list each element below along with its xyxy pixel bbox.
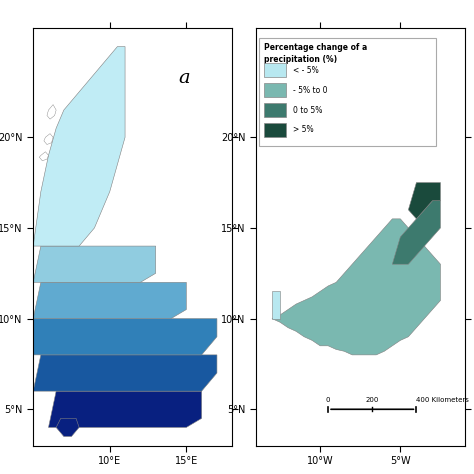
Polygon shape [272,219,440,355]
Polygon shape [33,246,155,283]
Polygon shape [47,105,56,119]
Bar [264,83,286,97]
Bar [264,103,286,117]
Polygon shape [272,292,280,319]
Bar [264,63,286,77]
Polygon shape [33,283,186,319]
Text: Percentage change of a
precipitation (%): Percentage change of a precipitation (%) [264,43,367,64]
Polygon shape [33,355,217,391]
Polygon shape [44,134,53,145]
Polygon shape [33,319,217,355]
Polygon shape [39,152,48,161]
Text: < - 5%: < - 5% [293,66,319,74]
Bar [264,123,286,137]
Text: 200: 200 [365,397,379,403]
FancyBboxPatch shape [259,37,436,146]
Text: - 5% to 0: - 5% to 0 [293,86,328,95]
Text: a: a [179,69,190,87]
Polygon shape [56,419,79,437]
Text: 0 to 5%: 0 to 5% [293,106,322,115]
Text: 400 Kilometers: 400 Kilometers [416,397,469,403]
Text: 0: 0 [326,397,330,403]
Polygon shape [33,46,125,246]
Polygon shape [392,201,440,264]
Polygon shape [409,182,440,219]
Text: > 5%: > 5% [293,126,313,135]
Polygon shape [48,391,201,428]
